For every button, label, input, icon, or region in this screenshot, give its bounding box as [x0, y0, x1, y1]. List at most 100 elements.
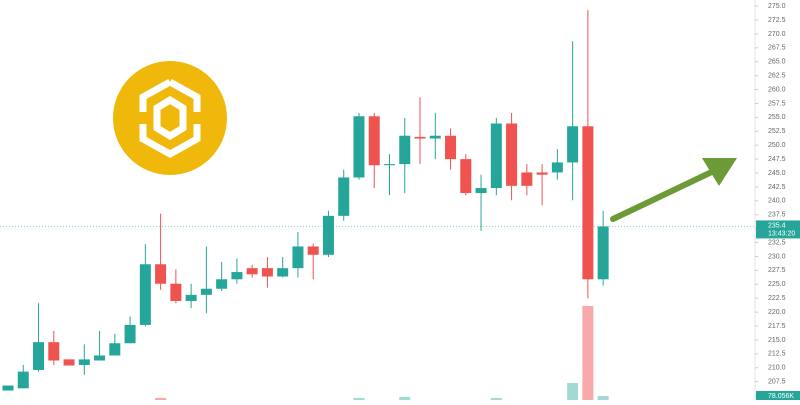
candle-body: [597, 226, 609, 280]
y-tick-label: 237.5: [768, 212, 786, 219]
candle: [414, 97, 426, 165]
candle: [17, 364, 29, 389]
candle: [521, 164, 533, 196]
y-tick-label: 210.0: [768, 365, 786, 372]
candle: [353, 112, 365, 180]
candle: [231, 258, 243, 284]
candle-body: [536, 172, 548, 175]
bnb-logo: [113, 61, 227, 175]
y-tick-label: 207.5: [768, 378, 786, 385]
y-tick-label: 247.5: [768, 156, 786, 163]
candle-body: [17, 371, 29, 389]
y-tick-label: 232.5: [768, 239, 786, 246]
volume-bar: [567, 383, 579, 400]
candle: [460, 154, 472, 196]
candle-body: [445, 135, 457, 160]
candle: [155, 213, 167, 290]
candle-body: [338, 177, 350, 216]
candle: [429, 112, 441, 160]
volume-bar: [490, 397, 502, 400]
y-tick-label: 260.0: [768, 86, 786, 93]
y-tick-label: 245.0: [768, 170, 786, 177]
y-tick-label: 217.5: [768, 323, 786, 330]
candle: [63, 359, 75, 366]
y-tick-label: 220.0: [768, 309, 786, 316]
candle: [170, 269, 182, 304]
candle: [292, 231, 304, 278]
countdown-label: 13:43:20: [768, 230, 795, 237]
candle-body: [307, 246, 319, 255]
candle: [307, 243, 319, 280]
candle-body: [384, 164, 395, 166]
y-tick-label: 250.0: [768, 142, 786, 149]
candle: [490, 117, 502, 196]
volume-bar: [597, 395, 609, 400]
candle-body: [139, 264, 151, 325]
candle: [246, 264, 258, 278]
candle: [399, 117, 411, 194]
candle-body: [414, 136, 426, 139]
candle-body: [33, 342, 45, 370]
y-tick-label: 230.0: [768, 253, 786, 260]
candle-body: [368, 116, 380, 166]
candle-body: [78, 359, 90, 365]
volume-label: 78.056K: [768, 393, 794, 400]
candle-body: [399, 135, 411, 165]
candle: [338, 169, 350, 221]
candle: [567, 41, 579, 201]
candle-body: [94, 355, 106, 361]
y-tick-label: 212.5: [768, 351, 786, 358]
candle-body: [124, 324, 136, 344]
candle-body: [521, 172, 533, 186]
y-tick-label: 242.5: [768, 184, 786, 191]
candle: [185, 283, 197, 309]
candle-body: [63, 359, 75, 366]
candle: [551, 149, 563, 180]
y-tick-label: 270.0: [768, 31, 786, 38]
trend-arrow: [610, 158, 737, 222]
candle: [597, 210, 609, 286]
candle: [48, 331, 60, 365]
candle: [384, 154, 395, 196]
candle: [506, 112, 518, 201]
candle-body: [506, 123, 518, 186]
y-tick-label: 262.5: [768, 73, 786, 80]
y-tick-label: 255.0: [768, 114, 786, 121]
y-tick-label: 252.5: [768, 128, 786, 135]
price-label-box: [756, 220, 800, 239]
candle-body: [155, 264, 167, 284]
candle-body: [277, 268, 289, 277]
volume-bar: [155, 397, 167, 400]
candle: [78, 344, 90, 375]
candle-body: [200, 288, 212, 295]
candle-body: [353, 116, 365, 178]
candle-body: [292, 246, 304, 269]
candle: [200, 246, 212, 314]
candle: [94, 331, 106, 361]
y-tick-label: 265.0: [768, 59, 786, 66]
candle: [2, 385, 14, 391]
candle: [368, 112, 380, 189]
candle-body: [582, 126, 594, 280]
candle-body: [261, 268, 273, 277]
candle: [277, 257, 289, 278]
candle: [139, 244, 151, 327]
candle-body: [475, 188, 487, 194]
candle-body: [231, 272, 243, 280]
candle: [475, 174, 487, 231]
candle-body: [170, 283, 182, 301]
volume-bar: [582, 305, 594, 400]
candle-body: [429, 135, 441, 139]
candle: [109, 333, 121, 356]
candle: [124, 316, 136, 344]
candle-body: [460, 159, 472, 194]
volume-bar: [353, 397, 365, 400]
candle-body: [48, 342, 60, 361]
candle-body: [322, 215, 334, 255]
y-tick-label: 240.0: [768, 198, 786, 205]
y-tick-label: 267.5: [768, 45, 786, 52]
candle-body: [185, 294, 197, 301]
candle-body: [2, 385, 14, 391]
y-tick-label: 227.5: [768, 267, 786, 274]
